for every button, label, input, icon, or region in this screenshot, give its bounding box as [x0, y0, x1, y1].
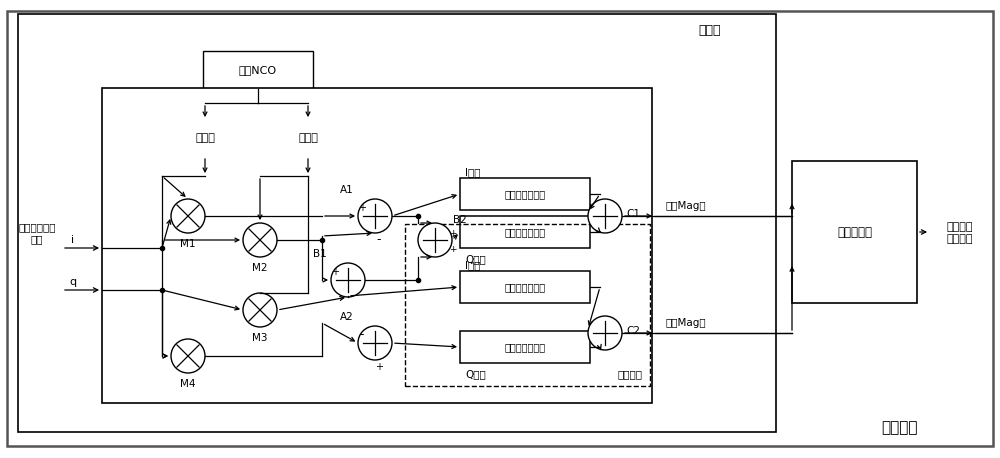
Bar [18, 14, 776, 432]
Text: +: + [449, 229, 457, 238]
Text: B1: B1 [313, 249, 327, 259]
Text: A2: A2 [340, 312, 354, 322]
Bar [164, 120, 246, 156]
Circle shape [588, 316, 622, 350]
Circle shape [331, 263, 365, 297]
Text: +: + [449, 245, 457, 255]
Text: 扫频单元: 扫频单元 [882, 420, 918, 436]
Text: B2: B2 [453, 215, 467, 225]
Text: 扫频器: 扫频器 [699, 23, 721, 37]
Text: M2: M2 [252, 263, 268, 273]
Bar [203, 51, 313, 89]
Text: 加速模块: 加速模块 [617, 369, 642, 379]
Text: Q支路: Q支路 [465, 369, 486, 379]
Text: 第三相干积分器: 第三相干积分器 [504, 282, 546, 292]
Text: Q支路: Q支路 [465, 254, 486, 264]
Text: +: + [375, 362, 383, 372]
Circle shape [358, 326, 392, 360]
Text: +: + [331, 267, 339, 277]
Text: C2: C2 [626, 326, 640, 336]
Text: q: q [69, 277, 77, 287]
Text: I支路: I支路 [465, 167, 480, 177]
Text: 含噪连续波复
信号: 含噪连续波复 信号 [18, 222, 56, 244]
Text: 第一相干积分器: 第一相干积分器 [504, 189, 546, 199]
Text: 第二Mag值: 第二Mag值 [665, 318, 706, 328]
Text: 第二相干积分器: 第二相干积分器 [504, 227, 546, 237]
Text: +: + [358, 203, 366, 213]
Circle shape [171, 199, 205, 233]
Text: C1: C1 [626, 209, 640, 219]
Text: -: - [360, 328, 364, 342]
Text: M4: M4 [180, 379, 196, 389]
Text: 正弦表: 正弦表 [298, 133, 318, 143]
Bar [405, 224, 650, 386]
Text: 第四相干积分器: 第四相干积分器 [504, 342, 546, 352]
Text: 余弦表: 余弦表 [195, 133, 215, 143]
Text: 第一Mag值: 第一Mag值 [665, 201, 706, 211]
Circle shape [171, 339, 205, 373]
Circle shape [358, 199, 392, 233]
Circle shape [243, 223, 277, 257]
Circle shape [243, 293, 277, 327]
Bar [102, 88, 652, 403]
Text: i: i [71, 235, 75, 245]
Text: A1: A1 [340, 185, 354, 195]
Bar [267, 120, 349, 156]
Bar [460, 271, 590, 303]
Text: 本地NCO: 本地NCO [239, 65, 277, 75]
Bar [460, 331, 590, 363]
Bar [792, 161, 917, 303]
Text: 频率估计器: 频率估计器 [837, 225, 872, 239]
Circle shape [588, 199, 622, 233]
Text: M3: M3 [252, 333, 268, 343]
Text: -: - [377, 234, 381, 246]
Bar [460, 178, 590, 210]
Text: M1: M1 [180, 239, 196, 249]
Bar [460, 216, 590, 248]
Text: I支路: I支路 [465, 260, 480, 270]
Circle shape [418, 223, 452, 257]
Text: 连续波信
号的频率: 连续波信 号的频率 [947, 222, 973, 244]
